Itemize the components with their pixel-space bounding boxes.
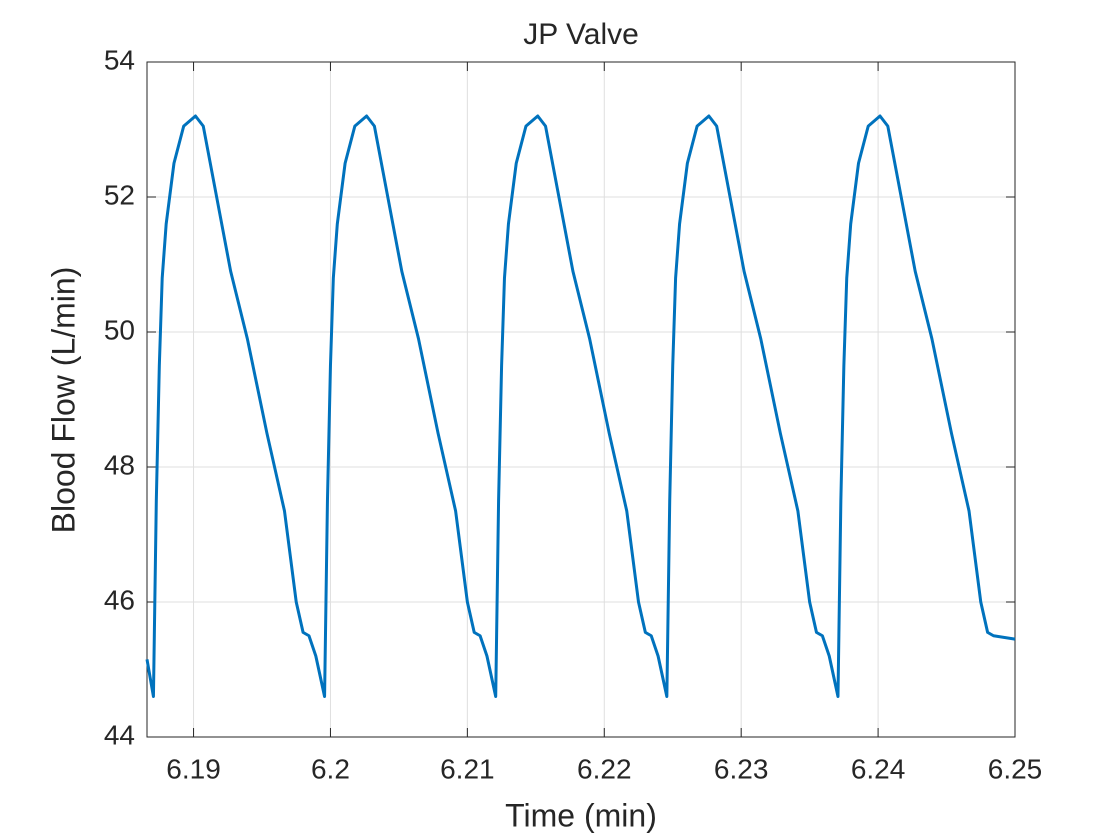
y-tick-label: 50 <box>104 314 135 345</box>
y-tick-label: 44 <box>104 719 135 750</box>
axes-box <box>146 61 1016 738</box>
x-tick-label: 6.23 <box>714 753 769 784</box>
x-tick-label: 6.19 <box>166 753 221 784</box>
y-axis-label: Blood Flow (L/min) <box>45 267 81 534</box>
x-tick-label: 6.25 <box>988 753 1043 784</box>
x-tick-label: 6.22 <box>577 753 632 784</box>
y-tick-label: 52 <box>104 179 135 210</box>
x-tick-label: 6.2 <box>311 753 350 784</box>
y-tick-label: 46 <box>104 584 135 615</box>
data-line <box>145 114 1016 698</box>
x-tick-label: 6.21 <box>440 753 495 784</box>
x-tick-label: 6.24 <box>851 753 906 784</box>
x-axis-label: Time (min) <box>505 797 657 833</box>
chart-title: JP Valve <box>523 18 639 51</box>
y-tick-label: 48 <box>104 449 135 480</box>
y-tick-label: 54 <box>104 44 135 75</box>
